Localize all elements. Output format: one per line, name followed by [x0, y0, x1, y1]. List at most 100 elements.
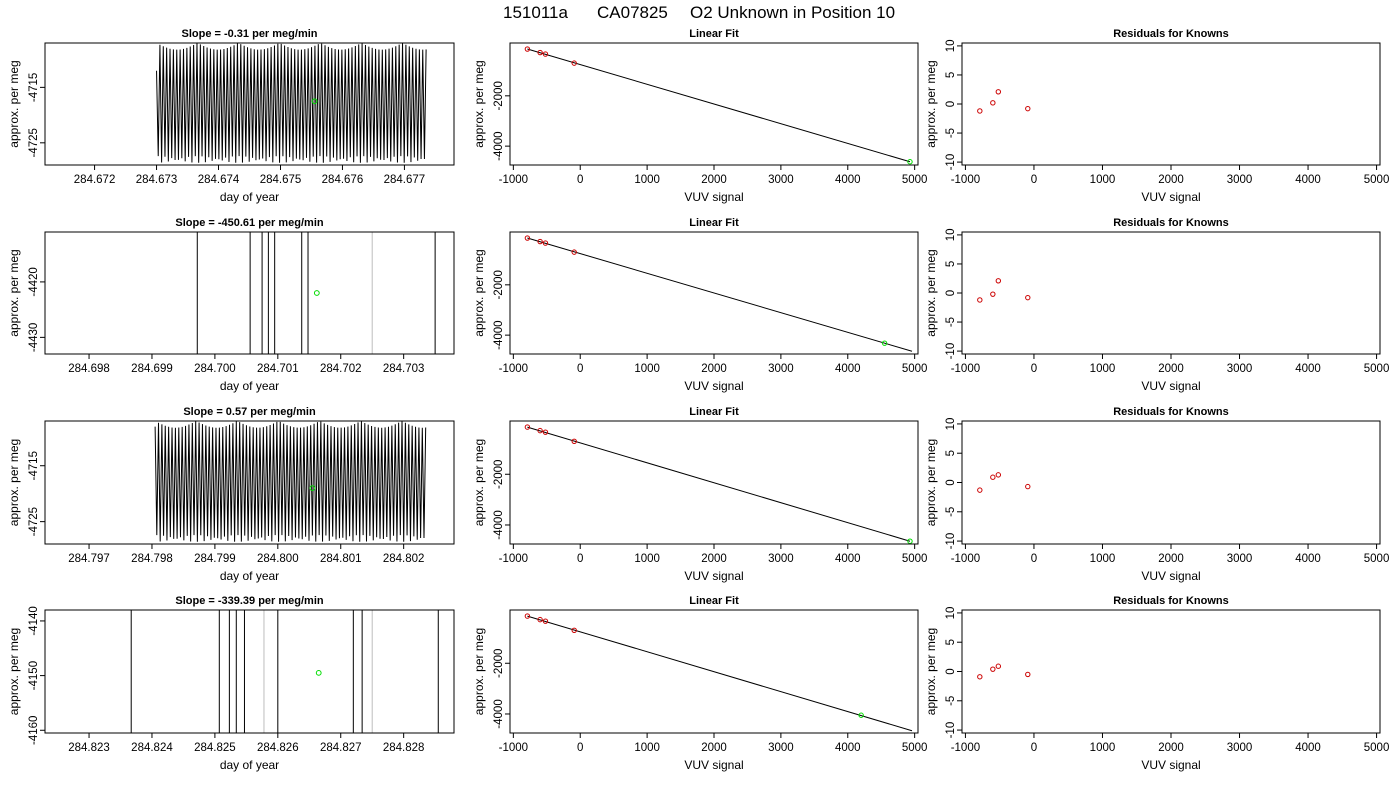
plot-frame	[44, 231, 455, 355]
x-tick-label: 284.702	[320, 363, 362, 375]
y-tick-label: -5	[945, 128, 957, 138]
x-tick-label: 284.799	[194, 553, 236, 565]
plot-frame	[509, 231, 919, 355]
x-tick-label: 284.802	[383, 553, 425, 565]
panel-title: Linear Fit	[689, 595, 739, 607]
known-point	[571, 249, 577, 255]
y-tick-label: 0	[945, 290, 957, 296]
x-tick-label: 0	[1031, 742, 1037, 754]
x-tick-label: 1000	[1090, 363, 1116, 375]
x-tick-label: 3000	[768, 553, 794, 565]
x-tick-label: 2000	[701, 553, 727, 565]
main-title-description: O2 Unknown in Position 10	[690, 3, 895, 22]
y-axis-label: approx. per meg	[924, 249, 938, 336]
x-tick-label: 5000	[902, 553, 928, 565]
y-tick-label: 5	[945, 72, 957, 78]
known-point	[542, 240, 549, 246]
plot-data	[524, 424, 913, 544]
y-tick-label: -2000	[493, 270, 505, 299]
x-tick-label: 5000	[1364, 553, 1390, 565]
panel-title: Slope = -450.61 per meg/min	[175, 217, 324, 229]
y-tick-label: -4715	[28, 73, 40, 102]
trace-line	[154, 421, 427, 542]
plot-data	[524, 235, 913, 352]
y-axis-label: approx. per meg	[7, 439, 21, 526]
plot-data	[156, 43, 427, 163]
y-tick-label: 10	[945, 418, 957, 431]
known-point	[524, 235, 531, 241]
residual-point	[990, 666, 996, 672]
x-tick-label: 284.828	[383, 742, 425, 754]
x-tick-label: -1000	[951, 363, 980, 375]
unknown-point	[315, 669, 322, 676]
panel-resid-3: Residuals for Knowns -1000 0 1000 2000 3000 40…	[924, 406, 1389, 583]
y-axis-label: approx. per meg	[472, 439, 486, 526]
unknown-point	[313, 290, 320, 296]
y-axis-label: approx. per meg	[472, 60, 486, 147]
y-axis-label: approx. per meg	[924, 628, 938, 715]
x-tick-label: 4000	[1295, 553, 1321, 565]
known-point	[571, 438, 577, 444]
x-tick-label: 2000	[701, 742, 727, 754]
y-tick-label: 0	[945, 479, 957, 485]
x-tick-label: -1000	[499, 363, 528, 375]
plot-frame	[509, 420, 919, 545]
plot-frame	[961, 231, 1381, 355]
known-point	[537, 238, 543, 245]
x-tick-label: 0	[1031, 363, 1037, 375]
y-tick-label: -4140	[28, 606, 40, 635]
x-axis-label: day of year	[220, 190, 279, 204]
x-tick-label: 3000	[1227, 742, 1253, 754]
panel-fit-2: Linear Fit -1000 0 1000 2000 3000 4000 5000 -200…	[472, 217, 927, 393]
x-tick-label: 284.674	[198, 174, 240, 186]
x-tick-label: -1000	[499, 742, 528, 754]
x-tick-label: 4000	[835, 363, 861, 375]
y-tick-label: 5	[945, 261, 957, 267]
x-tick-label: 4000	[1295, 742, 1321, 754]
panel-trace-2: Slope = -450.61 per meg/min 284.698 284.69…	[7, 217, 455, 393]
x-tick-label: 5000	[902, 742, 928, 754]
x-tick-label: -1000	[951, 553, 980, 565]
x-tick-label: 3000	[1227, 553, 1253, 565]
panel-title: Slope = 0.57 per meg/min	[183, 406, 316, 418]
residual-point	[995, 89, 1002, 95]
plot-frame	[44, 42, 455, 166]
plot-data	[524, 46, 913, 165]
residual-point	[995, 472, 1002, 478]
unknown-point	[881, 340, 888, 346]
x-axis-label: VUV signal	[1141, 569, 1200, 583]
x-tick-label: -1000	[951, 174, 980, 186]
panel-trace-3: Slope = 0.57 per meg/min 284.797 284.798 28…	[7, 406, 455, 583]
trace-line	[156, 43, 427, 163]
y-tick-label: -5	[945, 507, 957, 517]
x-tick-label: 284.672	[74, 174, 116, 186]
y-tick-label: -5	[945, 317, 957, 327]
x-axis-label: VUV signal	[1141, 758, 1200, 772]
x-tick-label: 1000	[634, 742, 660, 754]
unknown-point	[311, 98, 318, 105]
panel-title: Linear Fit	[689, 406, 739, 418]
x-tick-label: 4000	[1295, 363, 1321, 375]
x-tick-label: 284.703	[383, 363, 425, 375]
x-tick-label: -1000	[499, 174, 528, 186]
x-tick-label: 2000	[1158, 174, 1184, 186]
residual-point	[1025, 105, 1031, 112]
x-tick-label: 0	[1031, 553, 1037, 565]
x-tick-label: 2000	[1158, 363, 1184, 375]
x-axis-label: VUV signal	[684, 379, 743, 393]
plot-frame	[961, 609, 1381, 734]
residual-point	[1025, 483, 1031, 490]
y-tick-label: 10	[945, 40, 957, 53]
x-tick-label: 3000	[768, 363, 794, 375]
known-point	[537, 49, 543, 56]
unknown-point	[309, 485, 316, 491]
y-tick-label: -10	[945, 154, 957, 171]
known-point	[542, 618, 549, 624]
residual-point	[990, 291, 996, 297]
x-tick-label: 284.673	[136, 174, 178, 186]
x-tick-label: 284.675	[260, 174, 302, 186]
y-tick-label: -2000	[493, 649, 505, 678]
x-tick-label: 5000	[1364, 174, 1390, 186]
